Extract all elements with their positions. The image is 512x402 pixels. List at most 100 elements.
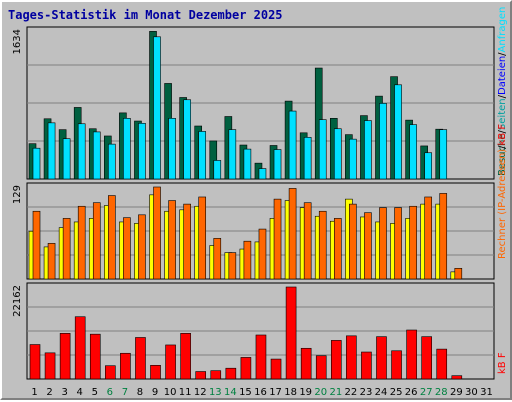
x-tick-label: 3 (61, 387, 67, 398)
x-tick-label: 4 (77, 387, 83, 398)
bar-rechner (394, 207, 402, 280)
bar-requests (138, 122, 146, 180)
x-tick-label: 31 (480, 387, 493, 398)
x-tick-label: 30 (465, 387, 478, 398)
bar-kb (361, 351, 372, 380)
bar-requests (349, 138, 357, 180)
bar-rechner (92, 202, 101, 280)
bar-requests (394, 84, 402, 180)
bar-kb (376, 336, 387, 380)
bar-kb (210, 370, 222, 380)
bar-rechner (62, 218, 71, 280)
bar-kb (180, 333, 191, 380)
bar-kb (421, 336, 432, 380)
bar-kb (391, 350, 402, 380)
x-tick-label: 18 (284, 387, 297, 398)
legend-entry: / (497, 129, 508, 133)
y-max-label: 1634 (12, 29, 23, 54)
bar-rechner (47, 243, 56, 280)
bar-kb (436, 348, 448, 380)
bar-rechner (138, 214, 146, 280)
bar-requests (32, 147, 41, 180)
bar-requests (62, 138, 71, 180)
bar-rechner (32, 210, 41, 280)
bar-requests (92, 131, 101, 180)
legend-bottom: kB F (497, 352, 508, 374)
legend-entry: Rechner (IP-Adressen) (497, 149, 508, 259)
x-tick-label: 28 (435, 387, 448, 398)
bar-requests (77, 123, 86, 180)
bar-rechner (213, 238, 222, 280)
chart-title: Tages-Statistik im Monat Dezember 2025 (8, 8, 283, 22)
bar-requests (258, 168, 267, 180)
bar-requests (47, 122, 56, 180)
bar-requests (318, 119, 327, 180)
bar-kb (29, 344, 41, 380)
bar-rechner (273, 198, 282, 280)
bar-kb (270, 358, 282, 380)
bar-rechner (364, 212, 372, 280)
bar-rechner (349, 203, 357, 280)
bar-requests (303, 137, 312, 180)
x-tick-label: 6 (107, 387, 113, 398)
bar-kb (74, 316, 86, 380)
x-tick-label: 25 (390, 387, 403, 398)
bar-kb (165, 344, 176, 380)
x-tick-label: 12 (194, 387, 207, 398)
bar-requests (424, 152, 432, 180)
bar-requests (228, 129, 237, 180)
bar-kb (300, 347, 312, 380)
bar-kb (225, 367, 237, 380)
y-max-label: 129 (12, 185, 23, 204)
legend-entry: kB F (497, 352, 508, 374)
bar-rechner (333, 218, 342, 280)
x-tick-label: 29 (450, 387, 463, 398)
x-tick-label: 10 (164, 387, 177, 398)
bar-rechner (318, 210, 327, 280)
legend-entry: / (497, 52, 508, 56)
y-max-label: 22162 (12, 285, 23, 317)
bar-rechner (168, 200, 176, 280)
bar-requests (198, 131, 207, 180)
bar-requests (153, 36, 161, 180)
legend-entry: kB F (497, 124, 508, 146)
x-tick-label: 14 (224, 387, 237, 398)
x-tick-label: 15 (239, 387, 252, 398)
bar-kb (255, 334, 267, 380)
bar-kb (59, 333, 71, 380)
legend-entry: Besuche (497, 133, 508, 176)
bar-kb (346, 335, 357, 380)
bar-rechner (409, 205, 417, 280)
bar-requests (409, 124, 417, 180)
x-tick-label: 24 (375, 387, 388, 398)
bar-rechner (424, 196, 432, 280)
x-tick-label: 27 (420, 387, 433, 398)
x-tick-label: 19 (299, 387, 312, 398)
legend-entry: / (497, 145, 508, 149)
legend-entry: / (497, 94, 508, 98)
bar-kb (150, 365, 161, 380)
x-tick-label: 9 (152, 387, 158, 398)
x-tick-label: 1 (31, 387, 37, 398)
bar-requests (168, 118, 176, 180)
bar-rechner (123, 217, 131, 280)
bar-requests (108, 143, 116, 180)
bar-requests (333, 128, 342, 180)
x-tick-label: 8 (137, 387, 143, 398)
x-tick-label: 16 (254, 387, 267, 398)
x-tick-label: 17 (269, 387, 282, 398)
bar-requests (243, 148, 252, 180)
bar-kb (406, 329, 417, 380)
bar-requests (273, 149, 282, 180)
x-tick-label: 20 (314, 387, 327, 398)
x-tick-label: 22 (345, 387, 358, 398)
bar-requests (379, 103, 387, 180)
x-tick-label: 23 (360, 387, 373, 398)
bar-kb (315, 355, 327, 380)
legend-top: Besuche/Seiten/Dateien/Anfragen (497, 7, 508, 176)
bar-kb (44, 352, 56, 380)
bar-rechner (454, 268, 463, 280)
bar-requests (364, 120, 372, 180)
